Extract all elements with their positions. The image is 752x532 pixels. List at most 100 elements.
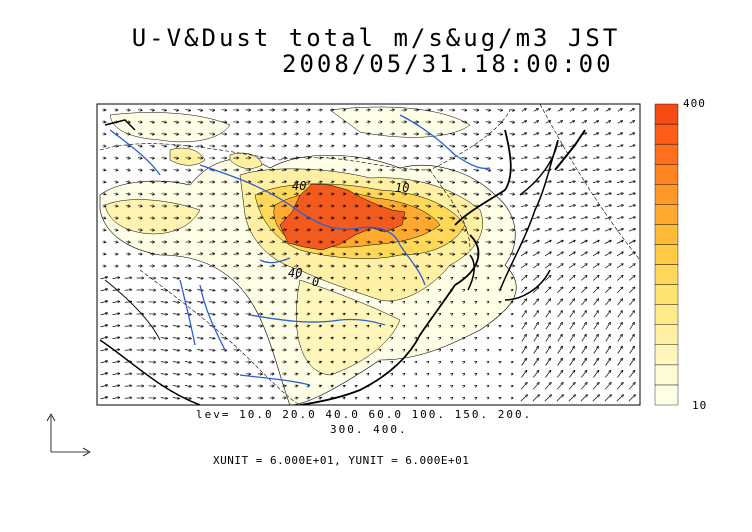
wind-vector: [343, 338, 345, 339]
wind-vector: [245, 266, 251, 267]
colorbar-swatch: [654, 364, 679, 386]
wind-vector: [221, 206, 227, 207]
wind-vector: [137, 230, 142, 231]
wind-vector: [476, 350, 477, 351]
wind-vector: [581, 323, 586, 330]
wind-vector: [568, 241, 575, 244]
wind-vector: [209, 374, 214, 375]
wind-vector: [605, 371, 610, 378]
wind-vector: [173, 158, 179, 159]
wind-vector: [306, 374, 310, 375]
contour-label: 40: [288, 266, 302, 280]
wind-vector: [114, 182, 117, 183]
wind-vector: [449, 182, 455, 183]
wind-vector: [149, 122, 154, 123]
wind-vector: [452, 278, 453, 279]
wind-vector: [629, 347, 635, 354]
wind-vector: [569, 335, 574, 342]
wind-vector: [172, 278, 179, 279]
wind-vector: [580, 217, 587, 220]
wind-vector: [629, 169, 635, 170]
wind-vector: [318, 398, 321, 399]
wind-vector: [464, 314, 465, 315]
wind-vector: [413, 230, 419, 231]
wind-vector: [184, 337, 191, 338]
wind-vector: [617, 347, 623, 354]
wind-vector: [532, 205, 539, 208]
wind-vector: [380, 278, 381, 279]
wind-vector: [461, 206, 467, 207]
wind-vector: [137, 110, 142, 111]
wind-vector: [511, 362, 513, 363]
wind-vector: [533, 299, 539, 306]
colorbar-swatch: [654, 143, 679, 165]
wind-vector: [233, 398, 239, 399]
wind-vector: [366, 122, 370, 123]
wind-vector: [209, 338, 214, 339]
wind-vector: [605, 157, 611, 158]
colorbar-swatch: [654, 384, 679, 406]
wind-vector: [330, 110, 333, 111]
wind-vector: [569, 276, 574, 281]
wind-vector: [569, 359, 575, 366]
wind-vector: [437, 242, 443, 243]
wind-vector: [628, 229, 635, 232]
wind-vector: [521, 109, 526, 112]
wind-vector: [185, 110, 191, 111]
wind-vector: [616, 383, 623, 390]
wind-vector: [306, 194, 310, 195]
wind-vector: [160, 290, 167, 291]
wind-vector: [428, 278, 429, 279]
wind-vector: [293, 230, 298, 231]
wind-vector: [209, 398, 214, 399]
wind-vector: [485, 230, 491, 231]
wind-vector: [568, 395, 575, 402]
wind-vector: [354, 122, 357, 123]
wind-vector: [509, 146, 515, 147]
wind-vector: [172, 350, 179, 351]
wind-vector: [428, 398, 429, 399]
wind-vector: [616, 205, 623, 208]
wind-vector: [413, 242, 419, 243]
wind-vector: [112, 289, 120, 290]
wind-vector: [476, 374, 477, 375]
wind-vector: [616, 252, 623, 257]
wind-vector: [605, 276, 610, 281]
wind-vector: [293, 134, 298, 135]
wind-vector: [520, 205, 527, 208]
wind-vector: [355, 398, 356, 399]
wind-vector: [392, 290, 393, 291]
wind-vector: [617, 157, 623, 158]
wind-vector: [318, 134, 321, 135]
wind-vector: [581, 359, 587, 366]
wind-vector: [569, 157, 575, 158]
wind-vector: [306, 302, 310, 303]
wind-vector: [509, 134, 515, 135]
wind-vector: [617, 276, 622, 281]
wind-vector: [197, 301, 203, 302]
wind-vector: [281, 134, 286, 135]
wind-vector: [557, 371, 562, 378]
wind-vector: [617, 287, 622, 293]
wind-vector: [126, 230, 130, 231]
wind-vector: [197, 373, 203, 374]
wind-vector: [293, 122, 298, 123]
colorbar-max-label: 400: [683, 97, 706, 110]
wind-vector: [112, 385, 120, 386]
wind-vector: [473, 182, 479, 183]
wind-vector: [233, 290, 239, 291]
wind-vector: [616, 264, 623, 269]
wind-vector: [233, 278, 239, 279]
wind-vector: [112, 301, 120, 302]
wind-vector: [485, 122, 491, 123]
wind-vector: [102, 230, 105, 231]
wind-vector: [464, 302, 465, 303]
wind-vector: [354, 146, 357, 147]
wind-vector: [557, 287, 562, 293]
wind-vector: [593, 311, 599, 318]
wind-vector: [367, 350, 368, 351]
wind-vector: [544, 205, 551, 208]
wind-vector: [100, 313, 108, 316]
wind-vector: [161, 146, 166, 147]
wind-vector: [511, 290, 513, 291]
